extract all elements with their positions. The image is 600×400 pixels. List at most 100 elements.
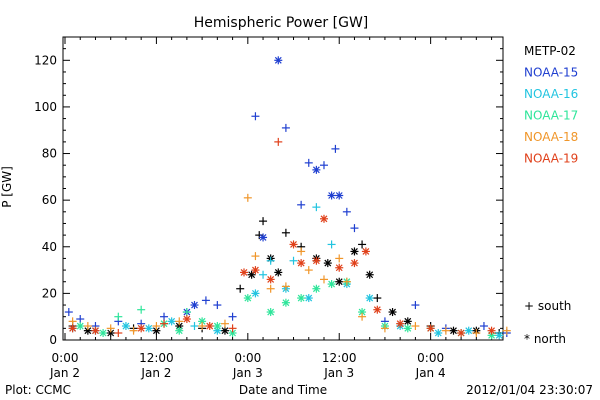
noaa-17-north-point: [76, 322, 85, 331]
noaa-19-north-point: [91, 326, 100, 335]
noaa-18-south-point: [152, 322, 161, 331]
noaa-18-south-point: [106, 324, 115, 333]
y-tick-label: 0: [49, 333, 57, 347]
noaa-19-south-point: [160, 319, 169, 328]
noaa-18-south-point: [68, 317, 77, 326]
metp-02-north-point: [388, 308, 397, 317]
noaa-16-south-point: [190, 322, 199, 331]
noaa-18-south-point: [220, 319, 229, 328]
noaa-16-north-point: [434, 329, 443, 338]
y-tick-label: 40: [42, 240, 57, 254]
noaa-16-south-point: [266, 256, 275, 265]
noaa-18-south-point: [358, 312, 367, 321]
noaa-16-north-point: [144, 324, 153, 333]
noaa-19-north-point: [137, 324, 146, 333]
x-tick-date-label: Jan 4: [415, 366, 446, 380]
noaa-18-south-point: [129, 326, 138, 335]
y-tick-label: 100: [34, 100, 57, 114]
y-axis-ticks: 0 20 40 60 80 100 120: [34, 48, 503, 347]
noaa-15-south-point: [251, 112, 260, 121]
noaa-15-south-point: [331, 144, 340, 153]
noaa-18-south-point: [319, 275, 328, 284]
noaa-15-south-point: [281, 123, 290, 132]
noaa-18-south-point: [380, 324, 389, 333]
noaa-15-south-point: [342, 207, 351, 216]
noaa-17-north-point: [213, 322, 222, 331]
noaa-19-north-point: [240, 268, 249, 277]
legend-entry-noaa-16: NOAA-16: [524, 87, 578, 101]
noaa-18-south-point: [411, 322, 420, 331]
noaa-17-north-point: [297, 294, 306, 303]
noaa-16-south-point: [289, 256, 298, 265]
noaa-18-south-point: [342, 277, 351, 286]
metp-02-north-point: [323, 259, 332, 268]
metp-02-north-point: [247, 270, 256, 279]
noaa-17-north-point: [403, 324, 412, 333]
noaa-16-north-point: [464, 326, 473, 335]
noaa-16-north-point: [167, 317, 176, 326]
plot-area-frame: [62, 36, 504, 341]
noaa-15-north-point: [259, 233, 268, 242]
noaa-19-north-point: [396, 319, 405, 328]
noaa-16-north-point: [495, 331, 504, 340]
metp-02-north-point: [220, 326, 229, 335]
x-tick-date-label: Jan 3: [232, 366, 263, 380]
noaa-18-south-point: [251, 252, 260, 261]
noaa-18-south-point: [243, 193, 252, 202]
noaa-18-south-point: [304, 266, 313, 275]
x-tick-time-label: 12:00: [139, 351, 174, 365]
noaa-15-north-point: [312, 165, 321, 174]
noaa-19-north-point: [319, 214, 328, 223]
metp-02-north-point: [449, 326, 458, 335]
noaa-17-north-point: [243, 294, 252, 303]
noaa-15-north-point: [274, 56, 283, 65]
noaa-18-south-point: [441, 326, 450, 335]
metp-02-north-point: [350, 247, 359, 256]
metp-02-north-point: [274, 268, 283, 277]
y-tick-label: 60: [42, 193, 57, 207]
noaa-16-south-point: [259, 270, 268, 279]
noaa-15-north-point: [327, 191, 336, 200]
noaa-17-north-point: [175, 326, 184, 335]
noaa-15-south-point: [76, 315, 85, 324]
noaa-17-north-point: [327, 280, 336, 289]
metp-02-north-point: [335, 277, 344, 286]
noaa-16-north-point: [121, 322, 130, 331]
noaa-19-north-point: [312, 256, 321, 265]
noaa-18-south-point: [297, 247, 306, 256]
x-tick-date-label: Jan 2: [49, 366, 80, 380]
noaa-16-south-point: [312, 203, 321, 212]
y-tick-label: 120: [34, 53, 57, 67]
noaa-15-north-point: [335, 191, 344, 200]
noaa-17-south-point: [137, 305, 146, 314]
north-marker-legend: * north: [524, 332, 566, 346]
x-tick-time-label: 12:00: [322, 351, 357, 365]
noaa-15-south-point: [319, 161, 328, 170]
noaa-18-south-point: [266, 284, 275, 293]
noaa-18-south-point: [175, 317, 184, 326]
noaa-19-north-point: [182, 315, 191, 324]
metp-02-south-point: [358, 240, 367, 249]
noaa-19-north-point: [457, 329, 466, 338]
noaa-15-south-point: [64, 308, 73, 317]
noaa-15-south-point: [201, 296, 210, 305]
legend-entry-noaa-15: NOAA-15: [524, 66, 578, 80]
noaa-19-south-point: [274, 137, 283, 146]
noaa-19-north-point: [335, 263, 344, 272]
noaa-18-south-point: [281, 282, 290, 291]
noaa-19-south-point: [228, 324, 237, 333]
noaa-19-north-point: [251, 266, 260, 275]
noaa-18-south-point: [198, 322, 207, 331]
noaa-17-north-point: [281, 298, 290, 307]
noaa-19-north-point: [205, 322, 214, 331]
noaa-19-north-point: [297, 259, 306, 268]
metp-02-south-point: [236, 284, 245, 293]
metp-02-south-point: [259, 217, 268, 226]
x-tick-time-label: 0:00: [417, 351, 444, 365]
legend-entry-noaa-17: NOAA-17: [524, 109, 578, 123]
noaa-15-south-point: [304, 158, 313, 167]
noaa-18-south-point: [472, 329, 481, 338]
noaa-15-south-point: [350, 224, 359, 233]
y-axis-label: P [GW]: [0, 166, 14, 208]
